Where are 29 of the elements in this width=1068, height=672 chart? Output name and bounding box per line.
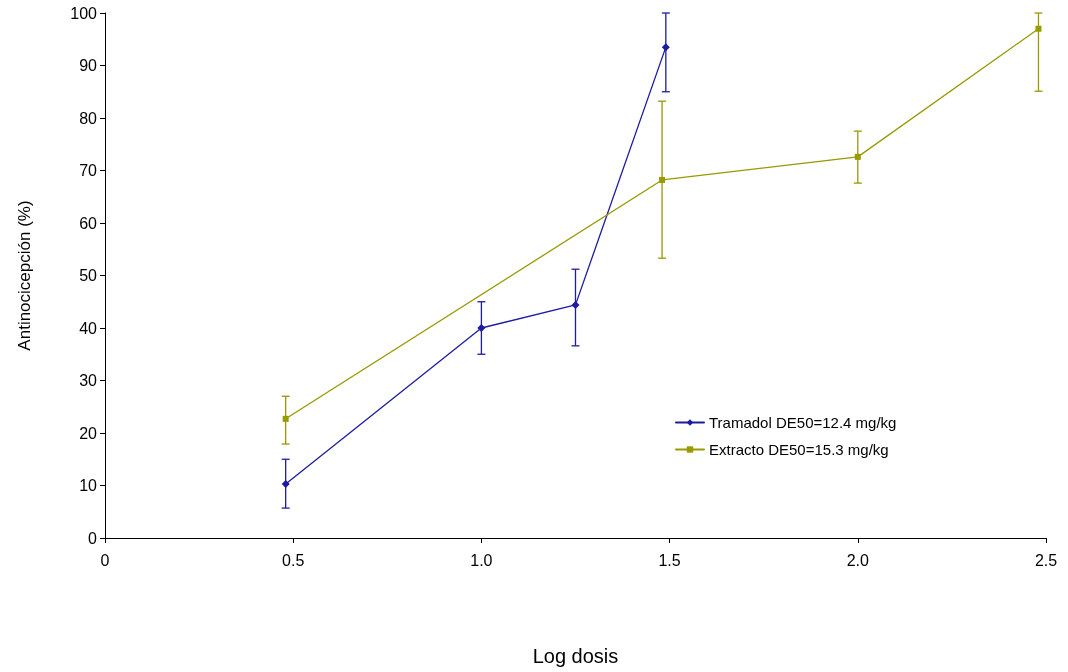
point (282, 415, 289, 422)
x-tick-label: 0 (100, 551, 110, 569)
x-tick-label: 1.5 (658, 551, 681, 569)
legend-label: Tramadol DE50=12.4 mg/kg (709, 414, 897, 431)
x-tick-label: 2.0 (846, 551, 870, 569)
point (281, 479, 290, 488)
y-tick-label: 100 (70, 4, 98, 22)
point (661, 43, 670, 52)
y-tick-label: 0 (88, 529, 98, 547)
x-tick-label: 2.5 (1034, 551, 1058, 569)
y-tick-label: 80 (79, 109, 98, 127)
y-tick-label: 70 (79, 162, 98, 179)
y-tick-label: 30 (79, 372, 98, 389)
y-tick-label: 20 (79, 424, 98, 442)
point (571, 300, 580, 309)
y-axis-title: Antinocicepción (%) (15, 200, 34, 351)
point (477, 324, 486, 332)
y-tick-label: 40 (79, 319, 98, 337)
point (659, 176, 666, 183)
x-axis-title: Log dosis (532, 645, 619, 667)
y-tick-label: 50 (79, 267, 98, 284)
x-tick-label: 1.0 (470, 551, 493, 569)
y-tick-label: 10 (79, 477, 98, 494)
y-tick-label: 90 (79, 57, 98, 74)
point (854, 153, 861, 160)
y-tick-label: 60 (79, 214, 98, 232)
point (1035, 25, 1042, 32)
legend-label: Extracto DE50=15.3 mg/kg (709, 441, 889, 458)
x-tick-label: 0.5 (282, 551, 305, 569)
